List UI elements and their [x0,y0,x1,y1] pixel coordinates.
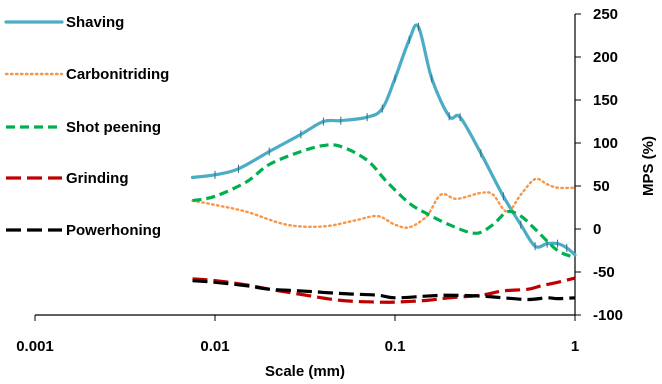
y-tick-label: 200 [593,49,618,66]
series-line-shot-peening [192,143,576,259]
series-layer [190,22,577,304]
x-tick-label: 1 [571,338,579,355]
series-line-powerhoning [192,279,576,302]
x-tick-label: 0.001 [16,338,54,355]
x-tick-label: 0.1 [385,338,406,355]
legend-label: Powerhoning [66,222,161,239]
legend: Shaving Carbonitriding Shot peening Grindin… [4,14,169,239]
legend-label: Shaving [66,14,124,31]
y-tick-label: 250 [593,6,618,23]
series-line-shaving [190,23,577,257]
x-axis-title: Scale (mm) [265,363,345,380]
legend-label: Carbonitriding [66,66,169,83]
legend-label: Shot peening [66,119,161,136]
series-line-carbonitriding [191,177,577,229]
legend-label: Grinding [66,170,129,187]
x-tick-label: 0.01 [200,338,229,355]
y-tick-label: -100 [593,307,623,324]
y-axis-title: MPS (%) [640,136,657,196]
y-tick-label: 100 [593,135,618,152]
y-tick-label: 150 [593,92,618,109]
y-ticks: 250 200 150 100 50 0 -50 -100 [575,6,623,324]
x-ticks: 0.001 0.01 0.1 1 [16,315,579,355]
y-tick-label: 50 [593,178,610,195]
axes: 0.001 0.01 0.1 1 250 200 150 100 50 0 -50 -100 [16,6,623,355]
y-tick-label: 0 [593,221,601,238]
y-tick-label: -50 [593,264,615,281]
